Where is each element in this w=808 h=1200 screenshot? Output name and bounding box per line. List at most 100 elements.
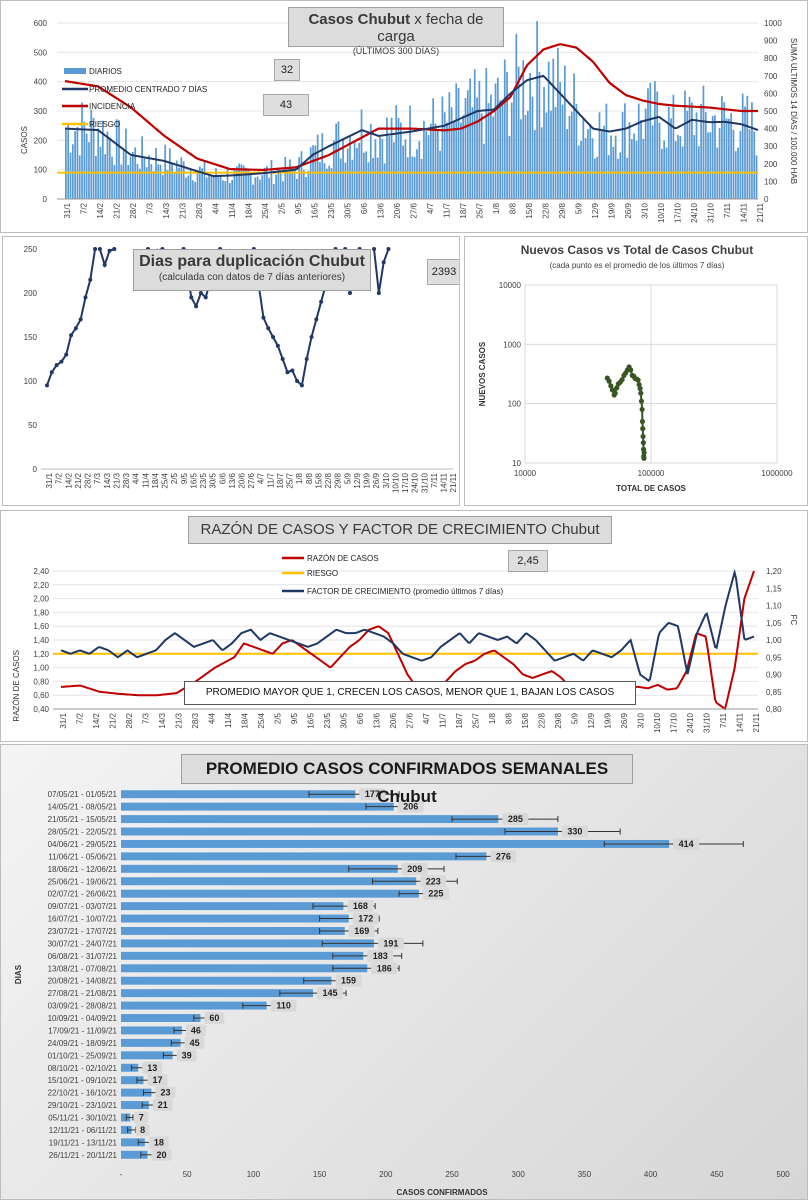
semanales-bar: [121, 839, 670, 848]
casos-x-tick: 7/11: [723, 202, 732, 218]
duplicacion-point: [285, 370, 290, 375]
duplicacion-point: [198, 291, 203, 295]
casos-daily-bar: [289, 159, 291, 199]
scatter-point: [638, 398, 645, 404]
casos-x-tick: 15/8: [525, 202, 534, 218]
casos-daily-bar: [686, 110, 689, 199]
duplicacion-x-tick: 3/10: [382, 472, 391, 488]
casos-daily-bar: [651, 125, 654, 199]
semanales-category-label: 07/05/21 - 01/05/21: [48, 790, 118, 799]
scatter-point: [635, 377, 641, 383]
casos-daily-bar: [138, 168, 141, 199]
razon-x-tick: 28/3: [191, 712, 200, 728]
semanales-value-label: 145: [322, 988, 337, 998]
casos-daily-bar: [349, 135, 351, 199]
casos-daily-bar: [335, 123, 338, 199]
casos-daily-bar: [741, 93, 744, 199]
casos-daily-bar: [744, 106, 746, 199]
casos-daily-bar: [293, 169, 296, 199]
scatter-point: [619, 376, 625, 383]
semanales-value-label: 177: [365, 789, 380, 799]
semanales-bar: [121, 1101, 149, 1110]
duplicacion-x-tick: 16/5: [189, 472, 198, 488]
razon-x-tick: 20/6: [389, 712, 398, 728]
semanales-category-label: 27/08/21 - 21/08/21: [48, 989, 118, 998]
casos-daily-bar: [723, 102, 726, 199]
scatter-y-tick: 100: [508, 400, 522, 409]
semanales-value-bg: [422, 887, 449, 900]
semanales-bar: [121, 1125, 132, 1134]
casos-x-tick: 4/7: [426, 202, 435, 214]
casos-x-tick: 25/7: [476, 202, 485, 218]
duplicacion-line: [46, 248, 97, 386]
casos-x-tick: 1/8: [492, 202, 501, 214]
semanales-category-label: 30/07/21 - 24/07/21: [48, 939, 118, 948]
scatter-point: [641, 455, 647, 461]
casos-daily-bar: [252, 184, 254, 199]
razon-x-tick: 29/8: [554, 712, 563, 728]
duplicacion-point: [97, 247, 102, 251]
semanales-value-label: 21: [158, 1100, 168, 1110]
casos-daily-bar: [540, 127, 543, 199]
casos-daily-bar: [81, 102, 83, 199]
casos-daily-bar: [328, 165, 331, 199]
semanales-category-label: 03/09/21 - 28/08/21: [48, 1002, 118, 1011]
casos-daily-bar: [393, 142, 395, 199]
casos-daily-bar: [111, 156, 113, 199]
casos-daily-bar: [545, 112, 548, 199]
razon-y-tick: 1,40: [33, 636, 49, 645]
razon-chart-svg: 0,40 0,60 0,80 1,00 1,20 1,40 1,60 1,80 2,00 2,20…: [12, 554, 798, 733]
duplicacion-x-tick: 15/8: [314, 472, 323, 488]
casos-daily-bar: [344, 162, 347, 199]
semanales-value-label: 169: [354, 926, 369, 936]
casos-daily-bar: [136, 163, 139, 199]
casos-y2-tick: 600: [764, 89, 778, 98]
razon-y-tick: 1,20: [33, 650, 49, 659]
casos-daily-bar: [187, 175, 190, 199]
casos-daily-bar: [249, 172, 252, 199]
casos-daily-bar: [406, 157, 409, 199]
duplicacion-x-tick: 29/8: [334, 472, 343, 488]
razon-y-tick: 2,40: [33, 567, 49, 576]
razon-x-tick: 21/11: [752, 712, 761, 732]
semanales-value-label: 60: [209, 1013, 219, 1023]
semanales-category-label: 22/10/21 - 16/10/21: [48, 1089, 118, 1098]
casos-daily-bar: [173, 171, 176, 199]
casos-daily-bar: [462, 115, 465, 199]
casos-daily-bar: [120, 164, 123, 199]
casos-daily-bar: [441, 96, 444, 199]
casos-daily-bar: [208, 175, 210, 199]
casos-daily-bar: [390, 117, 393, 199]
casos-daily-bar: [127, 165, 130, 199]
duplicacion-x-tick: 1/8: [295, 472, 304, 484]
casos-daily-bar: [374, 139, 377, 199]
casos-x-tick: 29/8: [558, 202, 567, 218]
casos-daily-bar: [238, 163, 240, 199]
semanales-category-label: 05/11/21 - 30/10/21: [48, 1113, 117, 1122]
duplicacion-point: [266, 326, 271, 331]
duplicacion-point: [295, 379, 300, 383]
casos-daily-bar: [222, 180, 224, 199]
scatter-x-tick: 1000000: [761, 469, 793, 478]
razon-y-tick: 1,00: [33, 664, 49, 673]
razon-callout: 2,45: [508, 550, 548, 572]
casos-daily-bar: [496, 77, 499, 199]
semanales-value-label: 330: [567, 827, 582, 837]
duplicacion-x-tick: 17/10: [401, 472, 410, 493]
scatter-y-tick: 1000: [503, 340, 521, 349]
razon-legend-label: RAZÓN DE CASOS: [307, 554, 379, 563]
casos-daily-bar: [730, 113, 733, 199]
razon-x-tick: 14/11: [736, 712, 745, 732]
casos-daily-bar: [307, 170, 310, 199]
casos-x-tick: 14/2: [96, 202, 105, 218]
casos-daily-bar: [399, 122, 402, 199]
semanales-y-label: DIAS: [14, 964, 23, 984]
semanales-value-bg: [347, 900, 374, 913]
casos-daily-bar: [436, 130, 439, 199]
casos-x-tick: 5/9: [575, 202, 584, 214]
casos-daily-bar: [346, 148, 349, 199]
casos-x-tick: 31/1: [63, 202, 72, 218]
scatter-subtitle: (cada punto es el promedio de los último…: [549, 261, 725, 270]
casos-daily-bar: [510, 102, 513, 199]
semanales-value-bg: [185, 1024, 206, 1037]
